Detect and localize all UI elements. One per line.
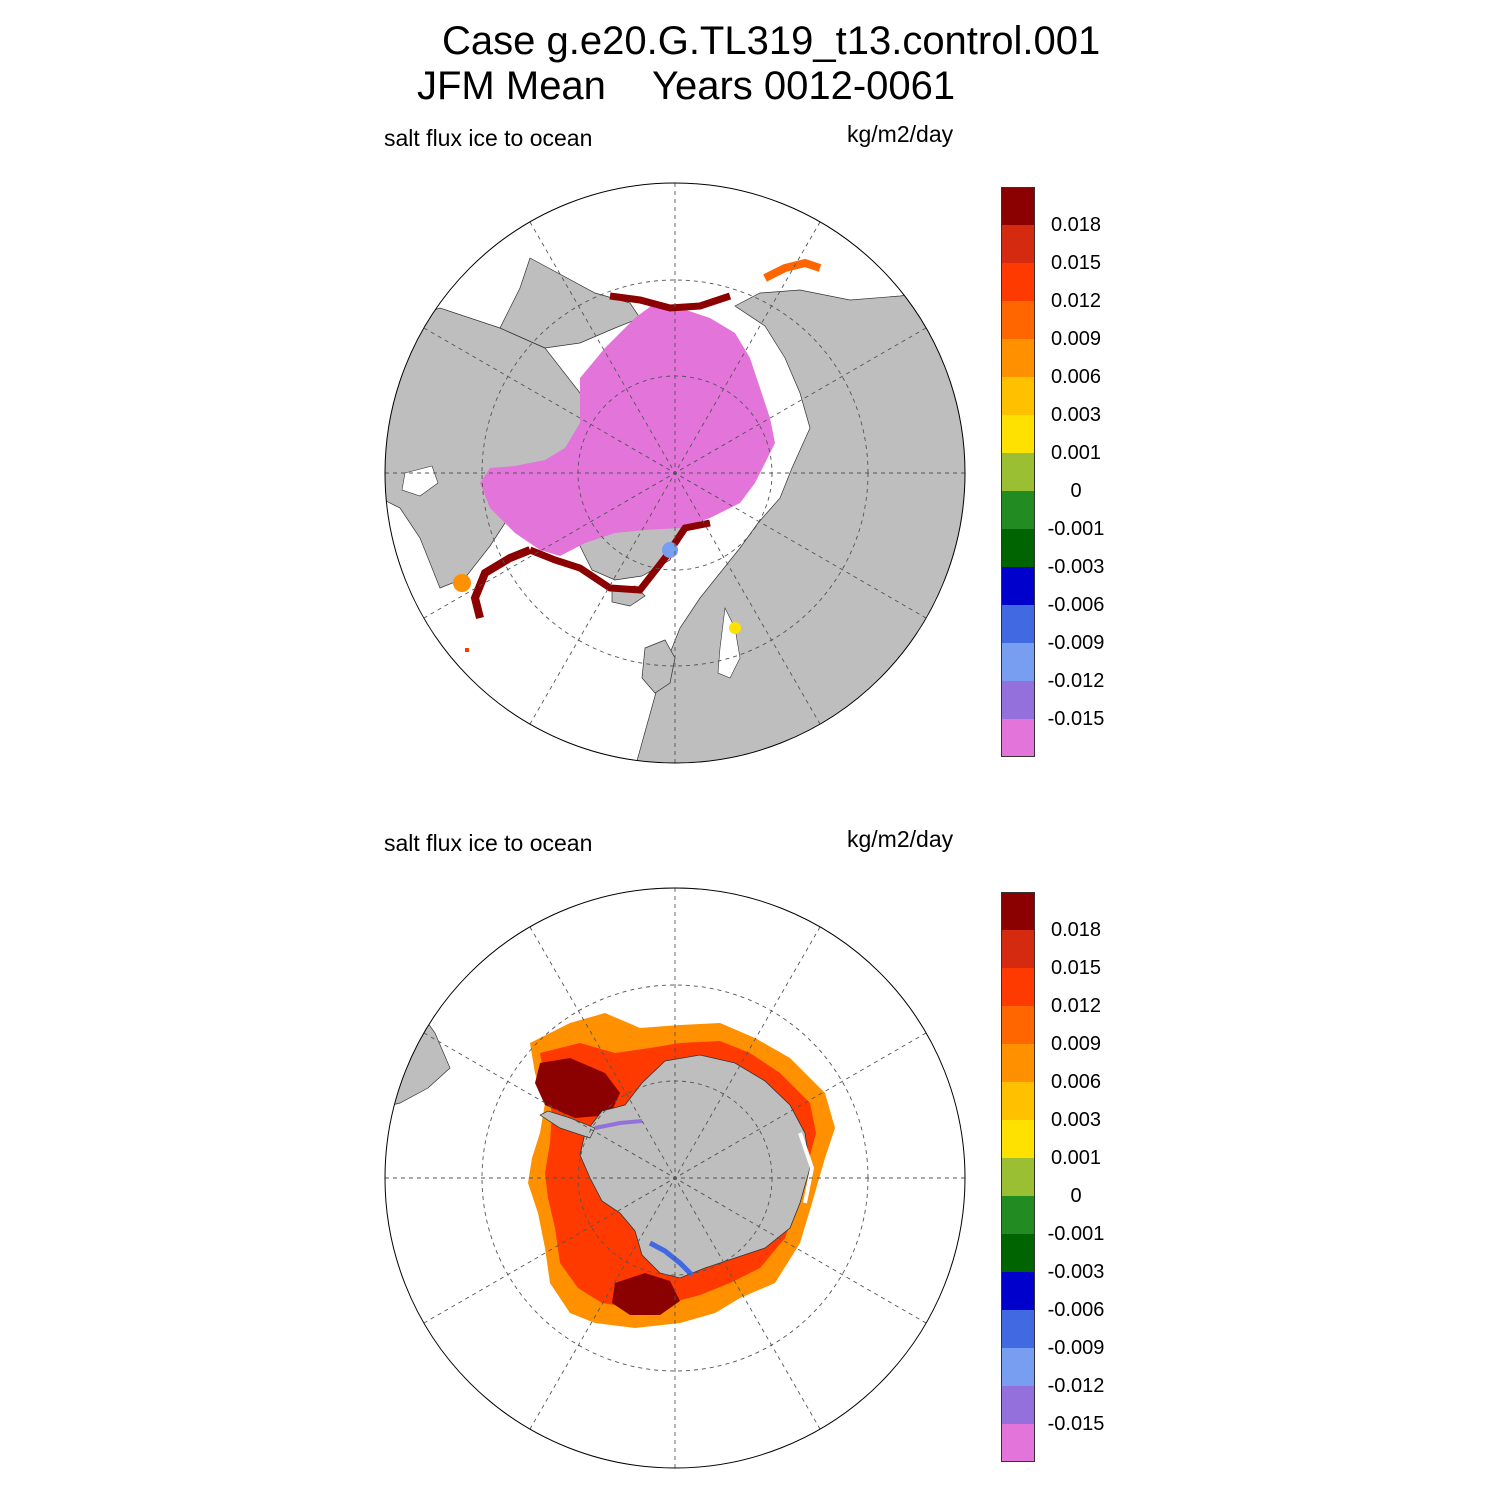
colorbar-segment [1001, 491, 1035, 529]
colorbar-label: 0.015 [1050, 957, 1102, 979]
ice-patch-greenland-sea [662, 542, 678, 558]
colorbar-label: -0.015 [1047, 1413, 1105, 1435]
colorbar-label: 0.018 [1050, 919, 1102, 941]
colorbar-label: -0.001 [1047, 518, 1105, 540]
colorbar-label: -0.009 [1047, 1337, 1105, 1359]
colorbar-segment [1001, 643, 1035, 681]
colorbar-label: 0 [1070, 480, 1082, 502]
colorbar-segment [1001, 1082, 1035, 1120]
colorbar-segment [1001, 1386, 1035, 1424]
colorbar-segment [1001, 567, 1035, 605]
coastal-polynya-ross [648, 1240, 694, 1277]
colorbar-segment [1001, 339, 1035, 377]
graticule [385, 888, 965, 1468]
antarctic-map [384, 887, 966, 1469]
colorbar-label: 0.015 [1050, 252, 1102, 274]
colorbar-label: 0.012 [1050, 995, 1102, 1017]
graticule [385, 183, 965, 763]
colorbar-segment [1001, 187, 1035, 225]
map-border [384, 887, 966, 1469]
south-panel-variable: salt flux ice to ocean [384, 830, 593, 856]
colorbar-segment [1001, 1044, 1035, 1082]
colorbar-label: 0.001 [1050, 442, 1102, 464]
colorbar-label: 0 [1070, 1185, 1082, 1207]
sea-ice-weddell-max [535, 1058, 620, 1118]
colorbar-label: -0.006 [1047, 1299, 1105, 1321]
season-label: JFM Mean [417, 64, 606, 108]
north-panel-variable: salt flux ice to ocean [384, 125, 593, 151]
colorbar-segment [1001, 1120, 1035, 1158]
coastal-ice-shelf-edge [798, 1132, 815, 1204]
colorbar-label: -0.009 [1047, 632, 1105, 654]
ice-patch-baltic [729, 622, 741, 634]
figure-title-period: JFM Mean Years 0012-0061 [417, 66, 955, 106]
colorbar-label: -0.001 [1047, 1223, 1105, 1245]
colorbar-label: 0.006 [1050, 1071, 1102, 1093]
colorbar-segment [1001, 415, 1035, 453]
colorbar-segment [1001, 453, 1035, 491]
figure-title-case: Case g.e20.G.TL319_t13.control.001 [442, 19, 1101, 63]
colorbar-label: -0.012 [1047, 670, 1105, 692]
colorbar-segment [1001, 1196, 1035, 1234]
colorbar-segment [1001, 301, 1035, 339]
ice-edge-band-atlantic [528, 519, 711, 594]
colorbar-segment [1001, 1234, 1035, 1272]
hudson-bay [401, 465, 439, 497]
colorbar-label: -0.003 [1047, 1261, 1105, 1283]
ice-edge-band-pacific [609, 292, 732, 312]
colorbar-segment [1001, 1348, 1035, 1386]
colorbar-segment [1001, 225, 1035, 263]
colorbar-segment [1001, 605, 1035, 643]
colorbar-label: -0.012 [1047, 1375, 1105, 1397]
colorbar-segment [1001, 1158, 1035, 1196]
colorbar-segment [1001, 930, 1035, 968]
colorbar-label: -0.015 [1047, 708, 1105, 730]
colorbar-label: 0.012 [1050, 290, 1102, 312]
colorbar-segment [1001, 1310, 1035, 1348]
colorbar-frame [1001, 892, 1035, 1462]
years-label: Years 0012-0061 [651, 64, 956, 108]
south-panel-units: kg/m2/day [847, 826, 954, 852]
colorbar-segment [1001, 681, 1035, 719]
sea-ice-ross-max [612, 1273, 680, 1315]
colorbar-label: -0.006 [1047, 594, 1105, 616]
colorbar-label: 0.009 [1050, 1033, 1102, 1055]
colorbar-label: -0.003 [1047, 556, 1105, 578]
colorbar-label: 0.001 [1050, 1147, 1102, 1169]
colorbar-segment [1001, 529, 1035, 567]
colorbar-label: 0.003 [1050, 1109, 1102, 1131]
coastal-polynya-weddell [594, 1119, 643, 1130]
colorbar-segment [1001, 1006, 1035, 1044]
arctic-ice-region [480, 303, 775, 556]
colorbar-segment [1001, 263, 1035, 301]
arctic-map [384, 182, 966, 764]
ice-edge-band-labrador [470, 546, 532, 619]
ice-dot [465, 648, 469, 652]
colorbar-label: 0.009 [1050, 328, 1102, 350]
colorbar-label: 0.006 [1050, 366, 1102, 388]
land-uk [641, 639, 676, 694]
colorbar-label: 0.018 [1050, 214, 1102, 236]
colorbar-label: 0.003 [1050, 404, 1102, 426]
colorbar-segment [1001, 968, 1035, 1006]
colorbar-segment [1001, 377, 1035, 415]
map-border [384, 182, 966, 764]
colorbar-segment [1001, 1424, 1035, 1462]
colorbar-frame [1001, 187, 1035, 757]
colorbar-segment [1001, 892, 1035, 930]
colorbar-segment [1001, 1272, 1035, 1310]
ice-patch-hudson [453, 574, 471, 592]
north-panel-units: kg/m2/day [847, 121, 954, 147]
colorbar-segment [1001, 719, 1035, 757]
